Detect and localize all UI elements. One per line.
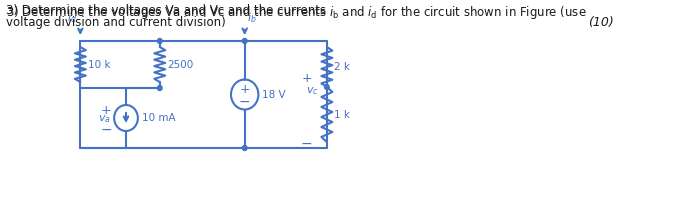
Text: −: − [239,95,250,108]
Text: +: + [301,73,312,86]
Text: 2 k: 2 k [334,62,350,72]
Text: 3) Determine the voltages Va and Vc and the currents $i_{\mathregular{b}}$ and $: 3) Determine the voltages Va and Vc and … [6,4,587,21]
Text: $i_b$: $i_b$ [248,11,257,25]
Text: +: + [239,83,250,96]
Text: 1 k: 1 k [334,110,350,119]
Text: voltage division and current division): voltage division and current division) [6,16,226,29]
Text: +: + [101,103,112,116]
Text: $v_c$: $v_c$ [306,85,319,97]
Text: 3) Determine the voltages Va and Vc and the currents: 3) Determine the voltages Va and Vc and … [6,4,330,17]
Text: 10 k: 10 k [88,59,110,70]
Text: (10): (10) [588,16,613,29]
Circle shape [242,38,247,43]
Text: −: − [100,123,112,137]
Text: $v_a$: $v_a$ [98,113,110,125]
Text: 18 V: 18 V [262,89,286,100]
Circle shape [324,84,329,89]
Text: −: − [301,137,313,151]
Text: $i_d$: $i_d$ [67,11,77,25]
Circle shape [158,86,162,91]
Circle shape [158,38,162,43]
Text: 10 mA: 10 mA [141,113,175,123]
Circle shape [242,146,247,151]
Text: 2500: 2500 [167,59,193,70]
